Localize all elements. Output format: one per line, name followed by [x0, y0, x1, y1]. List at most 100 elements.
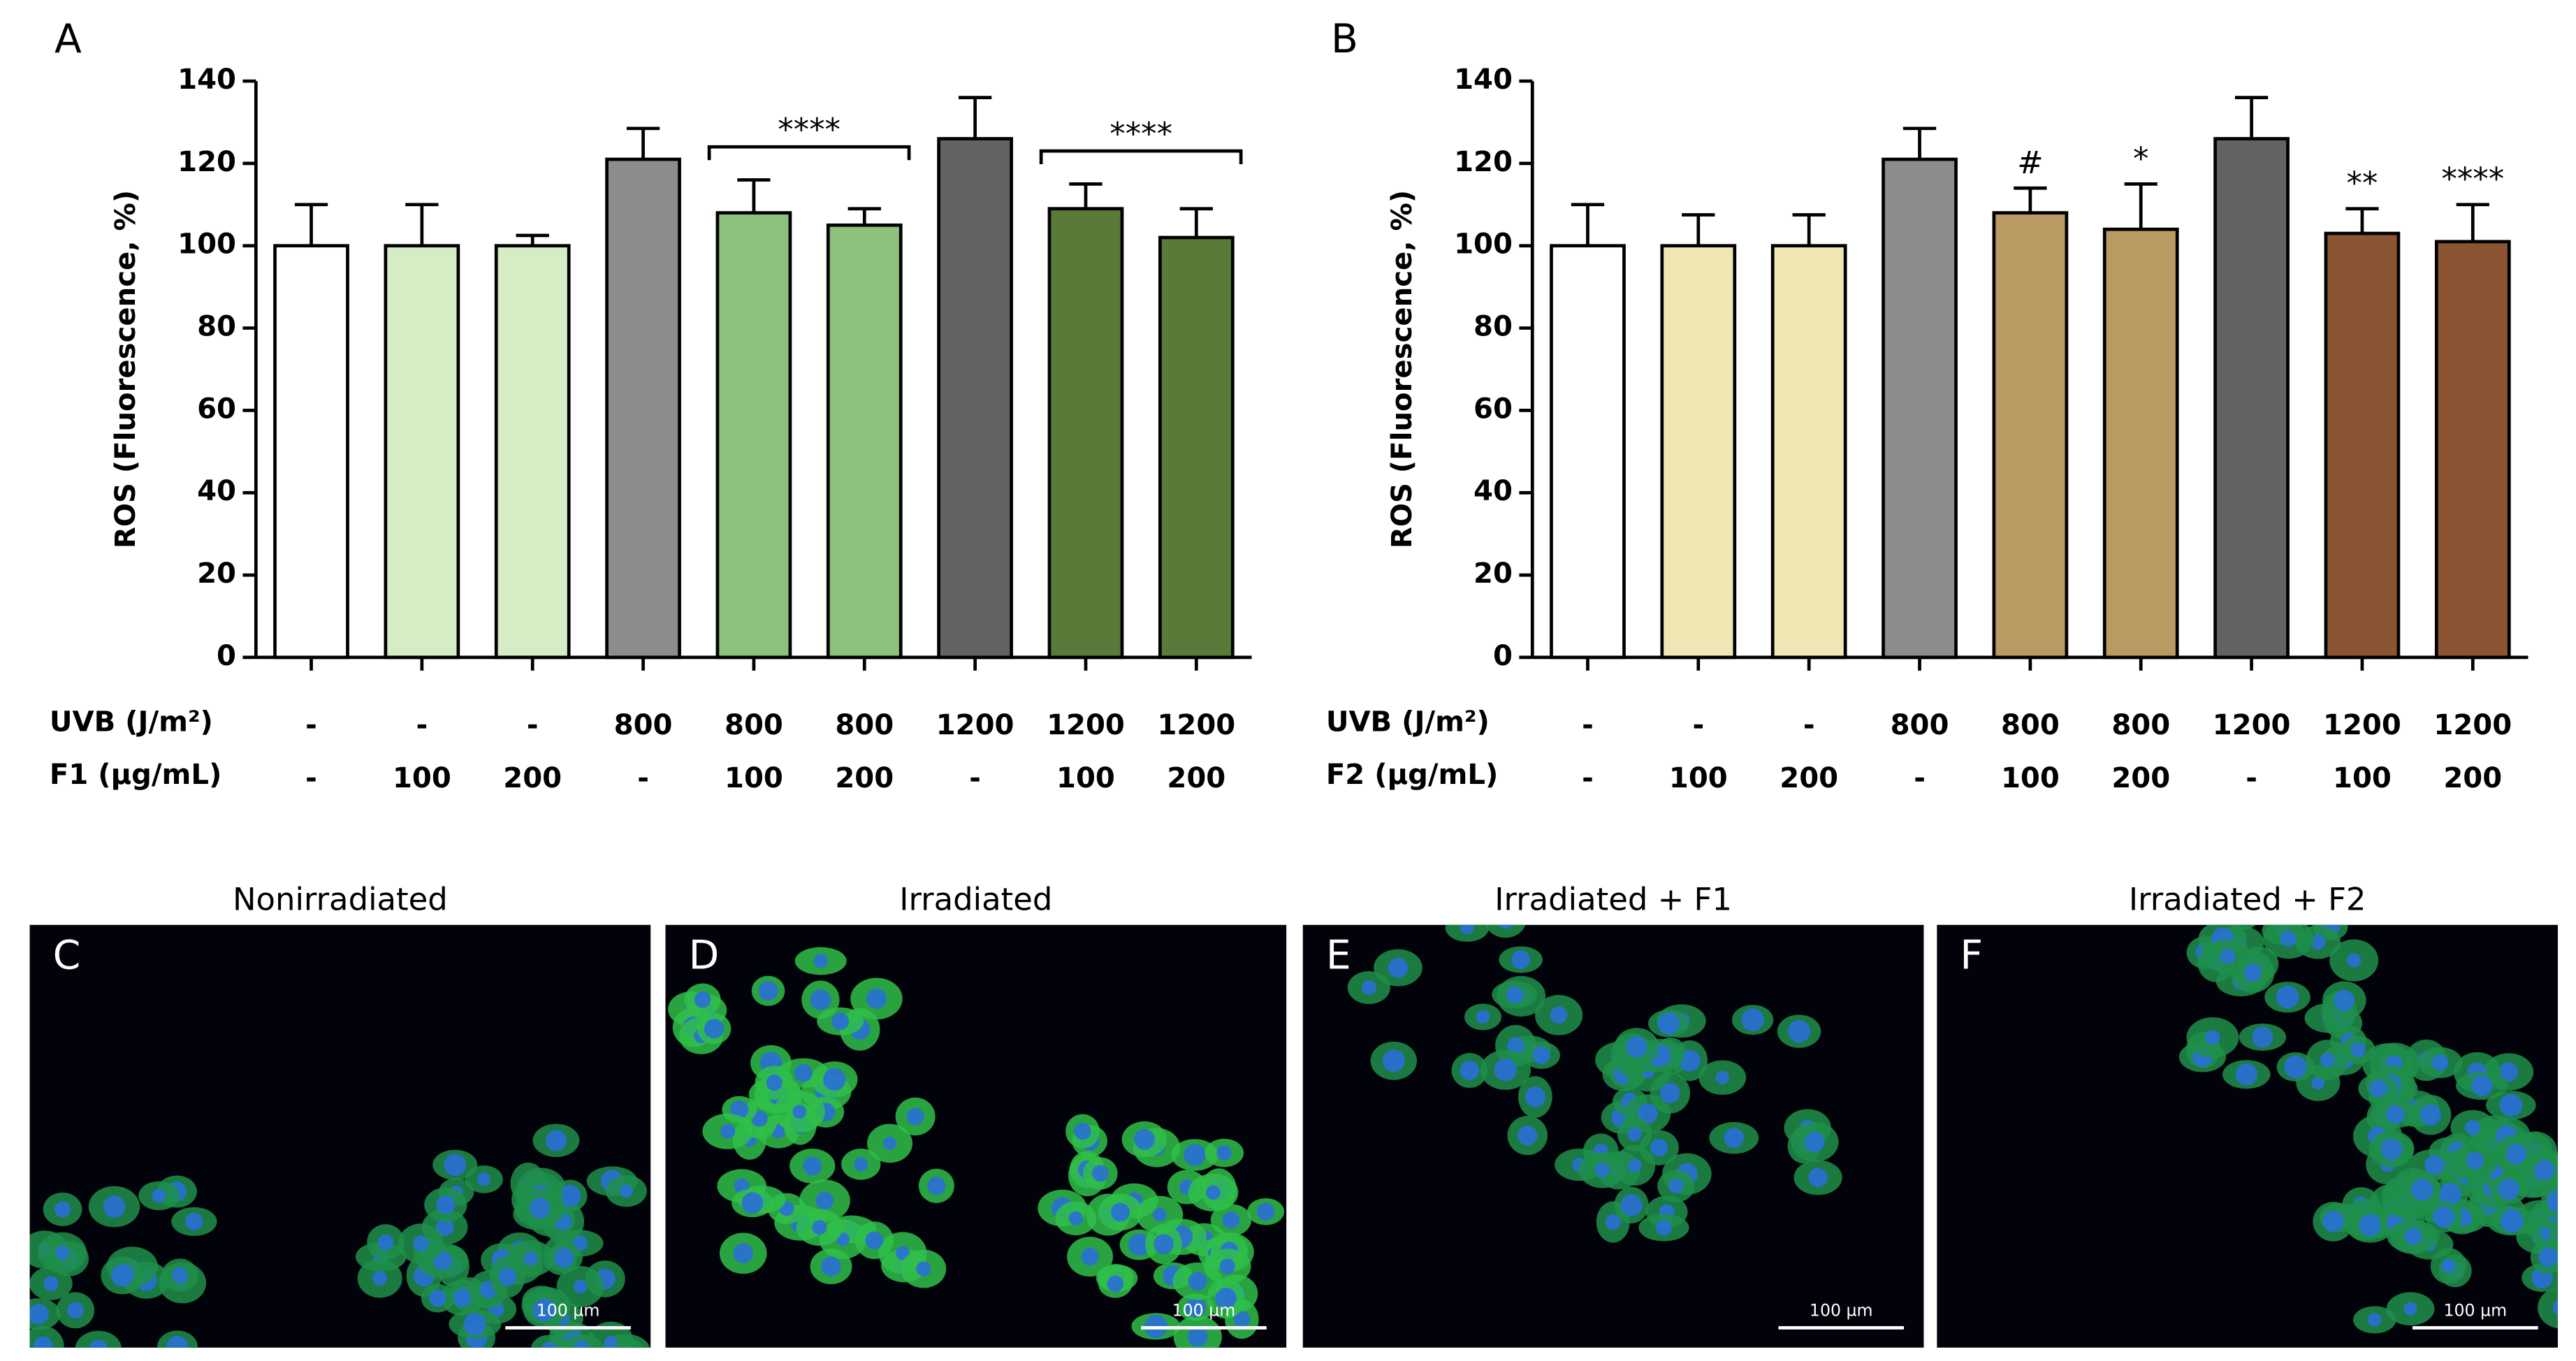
nucleus — [2466, 1151, 2484, 1170]
nucleus — [111, 1264, 134, 1287]
nucleus — [619, 1184, 633, 1198]
nucleus — [1460, 924, 1474, 935]
nucleus — [54, 1201, 71, 1218]
nucleus — [372, 1271, 388, 1286]
x-tick-label: - — [305, 762, 317, 794]
nucleus — [810, 989, 831, 1010]
bracket — [707, 145, 911, 161]
cell — [530, 1334, 568, 1348]
x-tick-label: - — [416, 709, 428, 741]
bar — [1158, 235, 1235, 660]
nucleus — [1091, 1165, 1109, 1182]
y-tick-label: 80 — [1473, 311, 1513, 343]
nucleus — [720, 1123, 736, 1139]
bar — [1660, 244, 1737, 660]
nucleus — [1532, 1046, 1550, 1065]
nucleus — [831, 1012, 850, 1031]
nucleus — [883, 1136, 897, 1150]
image-letter: F — [1960, 933, 1983, 979]
nucleus — [2280, 931, 2297, 947]
x-tick-label: - — [2246, 762, 2257, 794]
nucleus — [1668, 1179, 1684, 1194]
nucleus — [2498, 1062, 2519, 1082]
nucleus — [803, 1156, 822, 1176]
bar — [1047, 207, 1124, 660]
image-letter: E — [1326, 933, 1351, 979]
nucleus — [2235, 1063, 2257, 1086]
nucleus — [2438, 1183, 2461, 1206]
y-tick-label: 0 — [217, 640, 236, 672]
x-tick-label: - — [969, 762, 981, 794]
nucleus — [1111, 1202, 1130, 1222]
bar — [2102, 227, 2179, 660]
nucleus — [1382, 1049, 1405, 1072]
bar — [2324, 231, 2401, 660]
nucleus — [54, 1245, 70, 1260]
nucleus — [2441, 1258, 2456, 1273]
nucleus — [1679, 1049, 1701, 1072]
y-axis-label: ROS (Fluorescence, %) — [1386, 190, 1418, 548]
x-row-label: F2 (µg/mL) — [1326, 759, 1498, 791]
nucleus — [1506, 986, 1523, 1003]
nucleus — [2411, 1179, 2433, 1201]
cells — [668, 947, 1285, 1348]
x-tick-label: 200 — [2443, 762, 2502, 794]
x-tick-label: 1200 — [936, 709, 1014, 741]
nucleus — [2310, 934, 2326, 950]
nucleus — [1741, 1008, 1764, 1031]
nucleus — [1216, 1145, 1232, 1161]
nucleus — [2471, 1075, 2493, 1097]
nucleus — [694, 991, 711, 1008]
nucleus — [429, 1289, 446, 1307]
scale-label: 100 µm — [537, 1300, 600, 1320]
y-tick-label: 0 — [1493, 640, 1513, 672]
micrograph — [1302, 924, 1924, 1348]
image-title: Irradiated + F2 — [2129, 881, 2366, 918]
nucleus — [89, 1339, 108, 1348]
micrograph — [29, 924, 651, 1348]
y-axis-label: ROS (Fluorescence, %) — [110, 190, 142, 548]
x-tick-label: 800 — [2001, 709, 2060, 741]
nucleus — [1594, 1162, 1610, 1178]
y-tick-label: 100 — [177, 228, 236, 261]
nucleus — [1657, 1012, 1680, 1035]
nucleus — [66, 1302, 84, 1319]
x-tick-label: 1200 — [2323, 709, 2401, 741]
x-row-label: UVB (J/m²) — [50, 706, 213, 738]
scale-label: 100 µm — [2444, 1300, 2508, 1320]
bracket — [1039, 149, 1243, 164]
x-tick-label: 1200 — [2213, 709, 2291, 741]
nucleus — [413, 1235, 429, 1251]
nucleus — [620, 1346, 629, 1348]
bar — [1992, 211, 2069, 660]
nucleus — [103, 1195, 126, 1218]
x-tick-label: 800 — [1891, 709, 1949, 741]
nucleus — [29, 1304, 49, 1325]
nucleus — [2505, 1143, 2527, 1165]
bar — [826, 223, 903, 660]
nucleus — [185, 1212, 203, 1231]
x-tick-label: 1200 — [1047, 709, 1125, 741]
nucleus — [1724, 1128, 1745, 1149]
y-tick-label: 100 — [1454, 228, 1513, 261]
nucleus — [2465, 1119, 2481, 1135]
nucleus — [2424, 1155, 2445, 1175]
image-title: Irradiated + F1 — [1494, 881, 1732, 918]
bar — [1550, 244, 1626, 660]
nucleus — [2534, 1160, 2555, 1181]
nucleus — [906, 1107, 924, 1126]
y-tick-label: 120 — [177, 146, 236, 178]
x-tick-label: 200 — [1780, 762, 1838, 794]
nucleus — [2433, 1206, 2455, 1228]
x-tick-label: 200 — [835, 762, 894, 794]
nucleus — [573, 1279, 588, 1294]
nucleus — [821, 1256, 841, 1276]
scale-label: 100 µm — [1810, 1300, 1873, 1320]
nucleus — [758, 981, 778, 1001]
nucleus — [1107, 1275, 1123, 1293]
nucleus — [1650, 1139, 1668, 1157]
nucleus — [532, 1299, 556, 1322]
nucleus — [1494, 1058, 1517, 1082]
nucleus — [2334, 989, 2355, 1011]
